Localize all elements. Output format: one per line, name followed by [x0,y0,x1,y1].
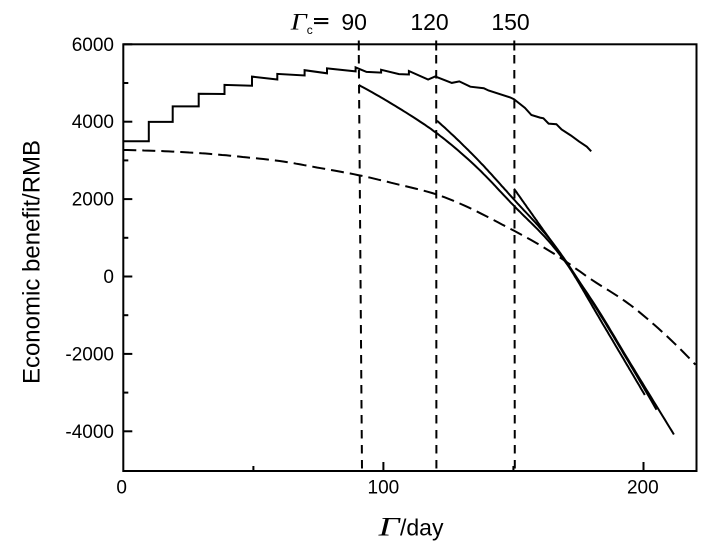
svg-text:200: 200 [627,478,659,499]
svg-text:c: c [307,23,313,37]
svg-text:/day: /day [400,515,444,541]
svg-text:Γ: Γ [290,9,309,35]
svg-text:Economic benefit/RMB: Economic benefit/RMB [19,140,46,384]
svg-text:120: 120 [410,9,448,35]
svg-text:-2000: -2000 [65,344,114,365]
svg-text:0: 0 [103,267,114,288]
svg-text:0: 0 [116,478,127,499]
svg-text:4000: 4000 [72,112,114,133]
svg-text:90: 90 [341,9,367,35]
svg-text:100: 100 [368,478,400,499]
svg-text:2000: 2000 [72,190,114,211]
svg-text:Γ: Γ [377,513,401,542]
svg-text:150: 150 [491,9,529,35]
svg-text:6000: 6000 [72,35,114,56]
svg-text:-4000: -4000 [65,422,114,443]
